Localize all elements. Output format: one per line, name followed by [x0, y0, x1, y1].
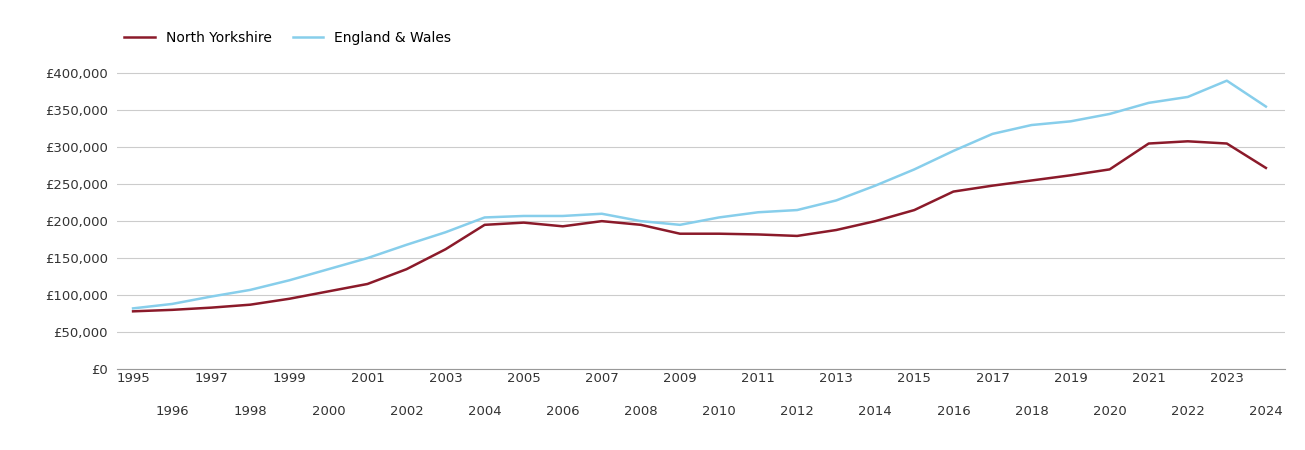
England & Wales — [946, 148, 962, 153]
North Yorkshire — [1258, 165, 1274, 171]
North Yorkshire — [1219, 141, 1235, 146]
Text: 2002: 2002 — [390, 405, 423, 418]
North Yorkshire — [204, 305, 219, 310]
North Yorkshire — [555, 224, 570, 229]
England & Wales — [1180, 94, 1195, 99]
Text: 2022: 2022 — [1171, 405, 1205, 418]
Legend: North Yorkshire, England & Wales: North Yorkshire, England & Wales — [124, 32, 452, 45]
England & Wales — [321, 266, 337, 272]
North Yorkshire — [321, 289, 337, 294]
North Yorkshire — [633, 222, 649, 228]
Text: 2016: 2016 — [937, 405, 970, 418]
North Yorkshire — [711, 231, 727, 236]
England & Wales — [1101, 111, 1117, 117]
North Yorkshire — [1141, 141, 1156, 146]
North Yorkshire — [1062, 173, 1078, 178]
Text: 2014: 2014 — [859, 405, 893, 418]
North Yorkshire — [1101, 166, 1117, 172]
England & Wales — [868, 183, 883, 189]
North Yorkshire — [399, 266, 415, 272]
Text: 2024: 2024 — [1249, 405, 1283, 418]
Text: 2010: 2010 — [702, 405, 736, 418]
North Yorkshire — [672, 231, 688, 236]
North Yorkshire — [750, 232, 766, 237]
England & Wales — [829, 198, 844, 203]
Text: 1998: 1998 — [234, 405, 268, 418]
Text: 2012: 2012 — [780, 405, 814, 418]
England & Wales — [399, 242, 415, 248]
North Yorkshire — [164, 307, 180, 313]
North Yorkshire — [868, 218, 883, 224]
Line: North Yorkshire: North Yorkshire — [133, 141, 1266, 311]
North Yorkshire — [1023, 178, 1039, 183]
North Yorkshire — [1180, 139, 1195, 144]
England & Wales — [437, 230, 453, 235]
England & Wales — [1023, 122, 1039, 128]
Text: 2000: 2000 — [312, 405, 346, 418]
Text: 1996: 1996 — [155, 405, 189, 418]
North Yorkshire — [907, 207, 923, 213]
England & Wales — [476, 215, 492, 220]
North Yorkshire — [282, 296, 298, 302]
England & Wales — [907, 166, 923, 172]
England & Wales — [711, 215, 727, 220]
North Yorkshire — [790, 233, 805, 238]
North Yorkshire — [360, 281, 376, 287]
England & Wales — [633, 218, 649, 224]
England & Wales — [555, 213, 570, 219]
England & Wales — [360, 256, 376, 261]
England & Wales — [672, 222, 688, 228]
North Yorkshire — [476, 222, 492, 228]
North Yorkshire — [829, 227, 844, 233]
Text: 2020: 2020 — [1092, 405, 1126, 418]
England & Wales — [515, 213, 531, 219]
Text: 2006: 2006 — [545, 405, 579, 418]
England & Wales — [594, 211, 609, 216]
England & Wales — [204, 294, 219, 299]
England & Wales — [125, 306, 141, 311]
England & Wales — [164, 301, 180, 306]
North Yorkshire — [515, 220, 531, 225]
England & Wales — [1258, 104, 1274, 109]
Text: 2018: 2018 — [1015, 405, 1048, 418]
England & Wales — [790, 207, 805, 213]
North Yorkshire — [437, 247, 453, 252]
England & Wales — [750, 210, 766, 215]
Line: England & Wales: England & Wales — [133, 81, 1266, 308]
England & Wales — [243, 287, 258, 292]
North Yorkshire — [243, 302, 258, 307]
England & Wales — [985, 131, 1001, 137]
North Yorkshire — [125, 309, 141, 314]
England & Wales — [1219, 78, 1235, 83]
England & Wales — [282, 278, 298, 283]
Text: 2008: 2008 — [624, 405, 658, 418]
England & Wales — [1141, 100, 1156, 106]
Text: 2004: 2004 — [467, 405, 501, 418]
North Yorkshire — [946, 189, 962, 194]
North Yorkshire — [985, 183, 1001, 189]
England & Wales — [1062, 119, 1078, 124]
North Yorkshire — [594, 218, 609, 224]
